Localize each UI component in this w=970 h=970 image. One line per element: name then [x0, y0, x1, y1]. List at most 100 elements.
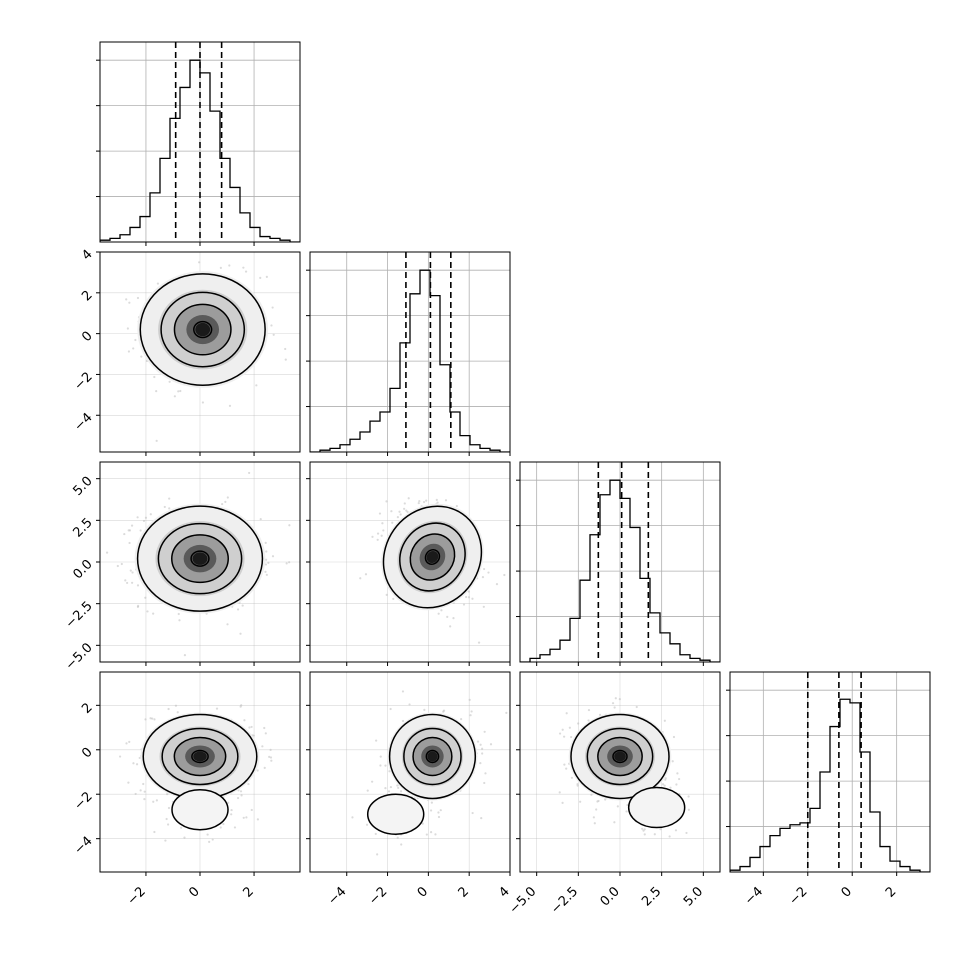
sample-point [132, 347, 135, 350]
sample-point [126, 327, 129, 330]
x-tick-label: 2 [883, 884, 899, 900]
sample-point [389, 785, 393, 789]
panel-frame [729, 671, 931, 873]
sample-point [396, 516, 399, 519]
sample-point [198, 261, 201, 264]
sample-point [259, 518, 262, 521]
sample-point [487, 571, 490, 574]
sample-point [82, 316, 84, 318]
x-tick-label: −2 [125, 884, 149, 908]
sample-point [379, 764, 382, 767]
x-tick-label: −4 [742, 884, 766, 908]
sample-point [661, 783, 665, 786]
sample-point [477, 641, 481, 644]
sample-point [434, 833, 437, 836]
sample-point [264, 541, 267, 544]
sample-point [687, 808, 690, 811]
sample-point [256, 818, 259, 821]
sample-point [425, 833, 428, 836]
sample-point [392, 597, 395, 600]
sample-point [271, 306, 274, 309]
sample-point [152, 800, 155, 803]
sample-point [128, 541, 131, 545]
sample-point [168, 497, 171, 500]
sample-point [168, 507, 171, 510]
x-tick-label: −2 [366, 884, 390, 908]
sample-point [219, 266, 222, 269]
density-shade [427, 751, 438, 762]
sample-point [125, 742, 128, 745]
sample-point [384, 787, 387, 790]
sample-point [598, 713, 602, 716]
density-shade [192, 552, 208, 565]
sample-point [272, 333, 275, 336]
sample-point [120, 562, 123, 566]
sample-point [371, 535, 374, 538]
sample-point [236, 796, 240, 800]
x-tick-label: −2.5 [548, 884, 581, 917]
sample-point [570, 735, 573, 739]
x-tick-label: −2 [786, 884, 810, 908]
sample-point [481, 747, 484, 750]
sample-point [590, 793, 593, 796]
sample-point [144, 516, 148, 519]
sample-point [430, 801, 433, 804]
sample-point [604, 798, 607, 801]
sample-point [288, 561, 291, 564]
sample-point [123, 532, 126, 536]
density-contour [139, 273, 266, 387]
sample-point [558, 791, 561, 794]
density-contour [570, 713, 670, 800]
scatter-panel-3-1: −4 −2 0 2 4 [306, 671, 513, 908]
sample-point [351, 816, 354, 819]
sample-point [163, 505, 166, 509]
sample-point [265, 550, 268, 553]
sample-point [247, 782, 250, 786]
sample-point [300, 751, 302, 753]
sample-point [678, 777, 681, 781]
sample-point [206, 833, 209, 836]
sample-point [422, 500, 426, 504]
sample-point [177, 390, 180, 393]
sample-point [484, 772, 487, 775]
sample-point [399, 513, 402, 516]
sample-point [592, 816, 595, 819]
y-tick-label: 2 [79, 700, 95, 716]
sample-point [375, 739, 378, 742]
panel-content [100, 672, 302, 872]
sample-point [407, 497, 410, 500]
panel-content [100, 42, 300, 242]
density-contour [425, 749, 440, 764]
sample-point [242, 816, 245, 819]
sample-point [105, 551, 109, 554]
sample-point [284, 347, 287, 351]
sample-point [471, 811, 474, 815]
sample-point [563, 763, 566, 766]
scatter-panel-2-0: −5.0 −2.5 0.0 2.5 5.0 [63, 461, 301, 673]
sample-point [663, 719, 666, 722]
sample-point [143, 790, 146, 793]
sample-point [565, 767, 568, 770]
sample-point [183, 654, 187, 657]
y-tick-label: −5.0 [63, 640, 96, 673]
sample-point [479, 761, 482, 765]
sample-point [364, 573, 368, 576]
sample-point [561, 801, 564, 804]
sample-point [380, 534, 383, 537]
sample-point [403, 502, 406, 505]
sample-point [173, 395, 176, 398]
sample-point [596, 800, 599, 803]
sample-point [469, 714, 472, 717]
sample-point [374, 832, 377, 836]
x-tick-label: −5.0 [507, 884, 540, 917]
sample-point [495, 583, 499, 586]
panel-content [310, 462, 510, 662]
density-shade [193, 751, 207, 762]
y-tick-label: 0 [79, 745, 95, 761]
sample-point [442, 710, 445, 713]
sample-point [264, 563, 268, 566]
y-tick-label: 2 [79, 288, 95, 304]
scatter-panel-2-1 [306, 461, 511, 666]
sample-point [177, 612, 180, 616]
